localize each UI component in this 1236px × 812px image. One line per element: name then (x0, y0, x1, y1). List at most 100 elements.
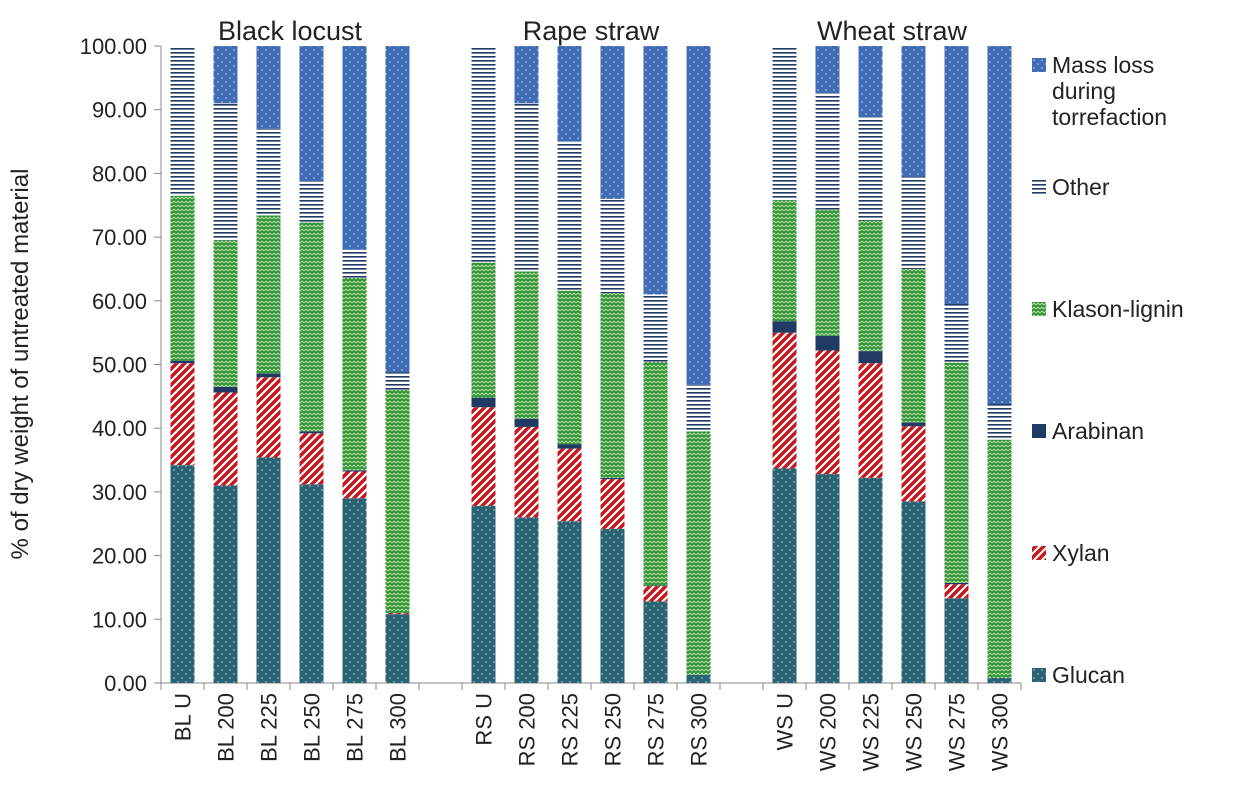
legend-label: Xylan (1052, 540, 1110, 566)
bar-segment (342, 46, 367, 250)
y-tick-label: 10.00 (92, 607, 147, 632)
bar-segment (557, 448, 582, 522)
bar-segment (901, 46, 926, 177)
y-tick-label: 90.00 (92, 98, 147, 123)
bar-segment (170, 465, 195, 683)
x-tick-label: BL U (171, 693, 196, 741)
bar-segment (299, 222, 324, 432)
y-tick-label: 30.00 (92, 480, 147, 505)
bar-segment (772, 46, 797, 201)
x-tick-label: RS 275 (644, 693, 669, 766)
bar-segment (385, 46, 410, 373)
bar-segment (557, 46, 582, 142)
bar-segment (342, 470, 367, 472)
bar-segment (901, 422, 926, 427)
legend-swatch (1032, 546, 1046, 560)
bar-segment (342, 277, 367, 471)
bar-segment (299, 181, 324, 223)
x-tick-label: BL 250 (300, 693, 325, 762)
bar-segment (901, 501, 926, 683)
y-axis-title: % of dry weight of untreated material (7, 169, 34, 560)
bar-segment (858, 477, 883, 683)
bar-segment (901, 176, 926, 269)
bar-segment (342, 498, 367, 683)
y-tick-label: 0.00 (104, 671, 147, 696)
bar-segment (557, 290, 582, 445)
bar-segment (858, 363, 883, 478)
bar-segment (944, 598, 969, 683)
y-tick-label: 20.00 (92, 544, 147, 569)
bar-segment (643, 361, 668, 586)
legend-label: Mass loss during torrefaction (1052, 52, 1168, 130)
group-label: Black locust (218, 16, 363, 46)
bar-segment (471, 407, 496, 506)
legend-label: Arabinan (1052, 418, 1145, 444)
bar-segment (987, 677, 1012, 683)
bar-segment (901, 268, 926, 423)
bar-segment (944, 582, 969, 585)
x-tick-label: WS 300 (988, 693, 1013, 771)
bar-segment (600, 198, 625, 294)
bar-segment (858, 351, 883, 364)
bar-segment (170, 195, 195, 361)
bar-segment (772, 468, 797, 683)
bar-segment (299, 484, 324, 683)
bar-segment (815, 46, 840, 94)
bar-segment (901, 426, 926, 502)
bar-segment (772, 332, 797, 469)
x-tick-label: WS 275 (945, 693, 970, 771)
legend-item: Klason-lignin (1032, 296, 1202, 322)
bar-segment (944, 584, 969, 599)
bar-segment (514, 46, 539, 104)
bar-segment (514, 426, 539, 518)
bar-segment (600, 528, 625, 683)
bar-segment (643, 585, 668, 587)
bar-segment (256, 128, 281, 216)
bar-segment (987, 403, 1012, 440)
bar-segment (514, 517, 539, 683)
legend-swatch (1032, 424, 1046, 438)
bar-segment (385, 612, 410, 615)
group-label: Wheat straw (817, 16, 968, 46)
bar-segment (815, 335, 840, 351)
chart: % of dry weight of untreated material 0.… (7, 16, 1022, 771)
bar-segment (987, 46, 1012, 404)
bar-segment (944, 362, 969, 583)
legend: Glucan Xylan Arabinan Klason-lignin Other Mas… (1032, 0, 1232, 812)
x-tick-label: RS 200 (515, 693, 540, 766)
bar-segment (686, 431, 711, 675)
bar-segment (815, 209, 840, 336)
bar-segment (256, 373, 281, 378)
x-tick-label: WS 200 (816, 693, 841, 771)
bar-segment (815, 474, 840, 683)
bar-segment (815, 93, 840, 210)
x-tick-label: RS 300 (687, 693, 712, 766)
bar-segment (600, 477, 625, 480)
bar-segment (213, 386, 238, 393)
y-tick-label: 80.00 (92, 161, 147, 186)
bar-segment (170, 46, 195, 196)
bar-segment (557, 521, 582, 683)
x-tick-label: BL 200 (214, 693, 239, 762)
bar-segment (987, 439, 1012, 678)
legend-swatch (1032, 58, 1046, 72)
y-tick-label: 50.00 (92, 353, 147, 378)
bar-segment (643, 46, 668, 295)
bar-segment (471, 397, 496, 408)
bar-segment (600, 46, 625, 199)
x-tick-label: BL 300 (386, 693, 411, 762)
bar-segment (471, 505, 496, 683)
x-tick-label: WS U (773, 693, 798, 750)
legend-item: Arabinan (1032, 418, 1202, 444)
bar-segment (385, 614, 410, 683)
bar-segment (342, 471, 367, 499)
legend-item: Mass loss during torrefaction (1032, 52, 1202, 130)
bar-segment (600, 479, 625, 529)
bar-segment (858, 220, 883, 352)
legend-item: Other (1032, 174, 1202, 200)
bar-segment (213, 392, 238, 486)
bar-segment (772, 321, 797, 333)
y-tick-label: 40.00 (92, 416, 147, 441)
bar-segment (299, 431, 324, 434)
bar-segment (299, 46, 324, 182)
